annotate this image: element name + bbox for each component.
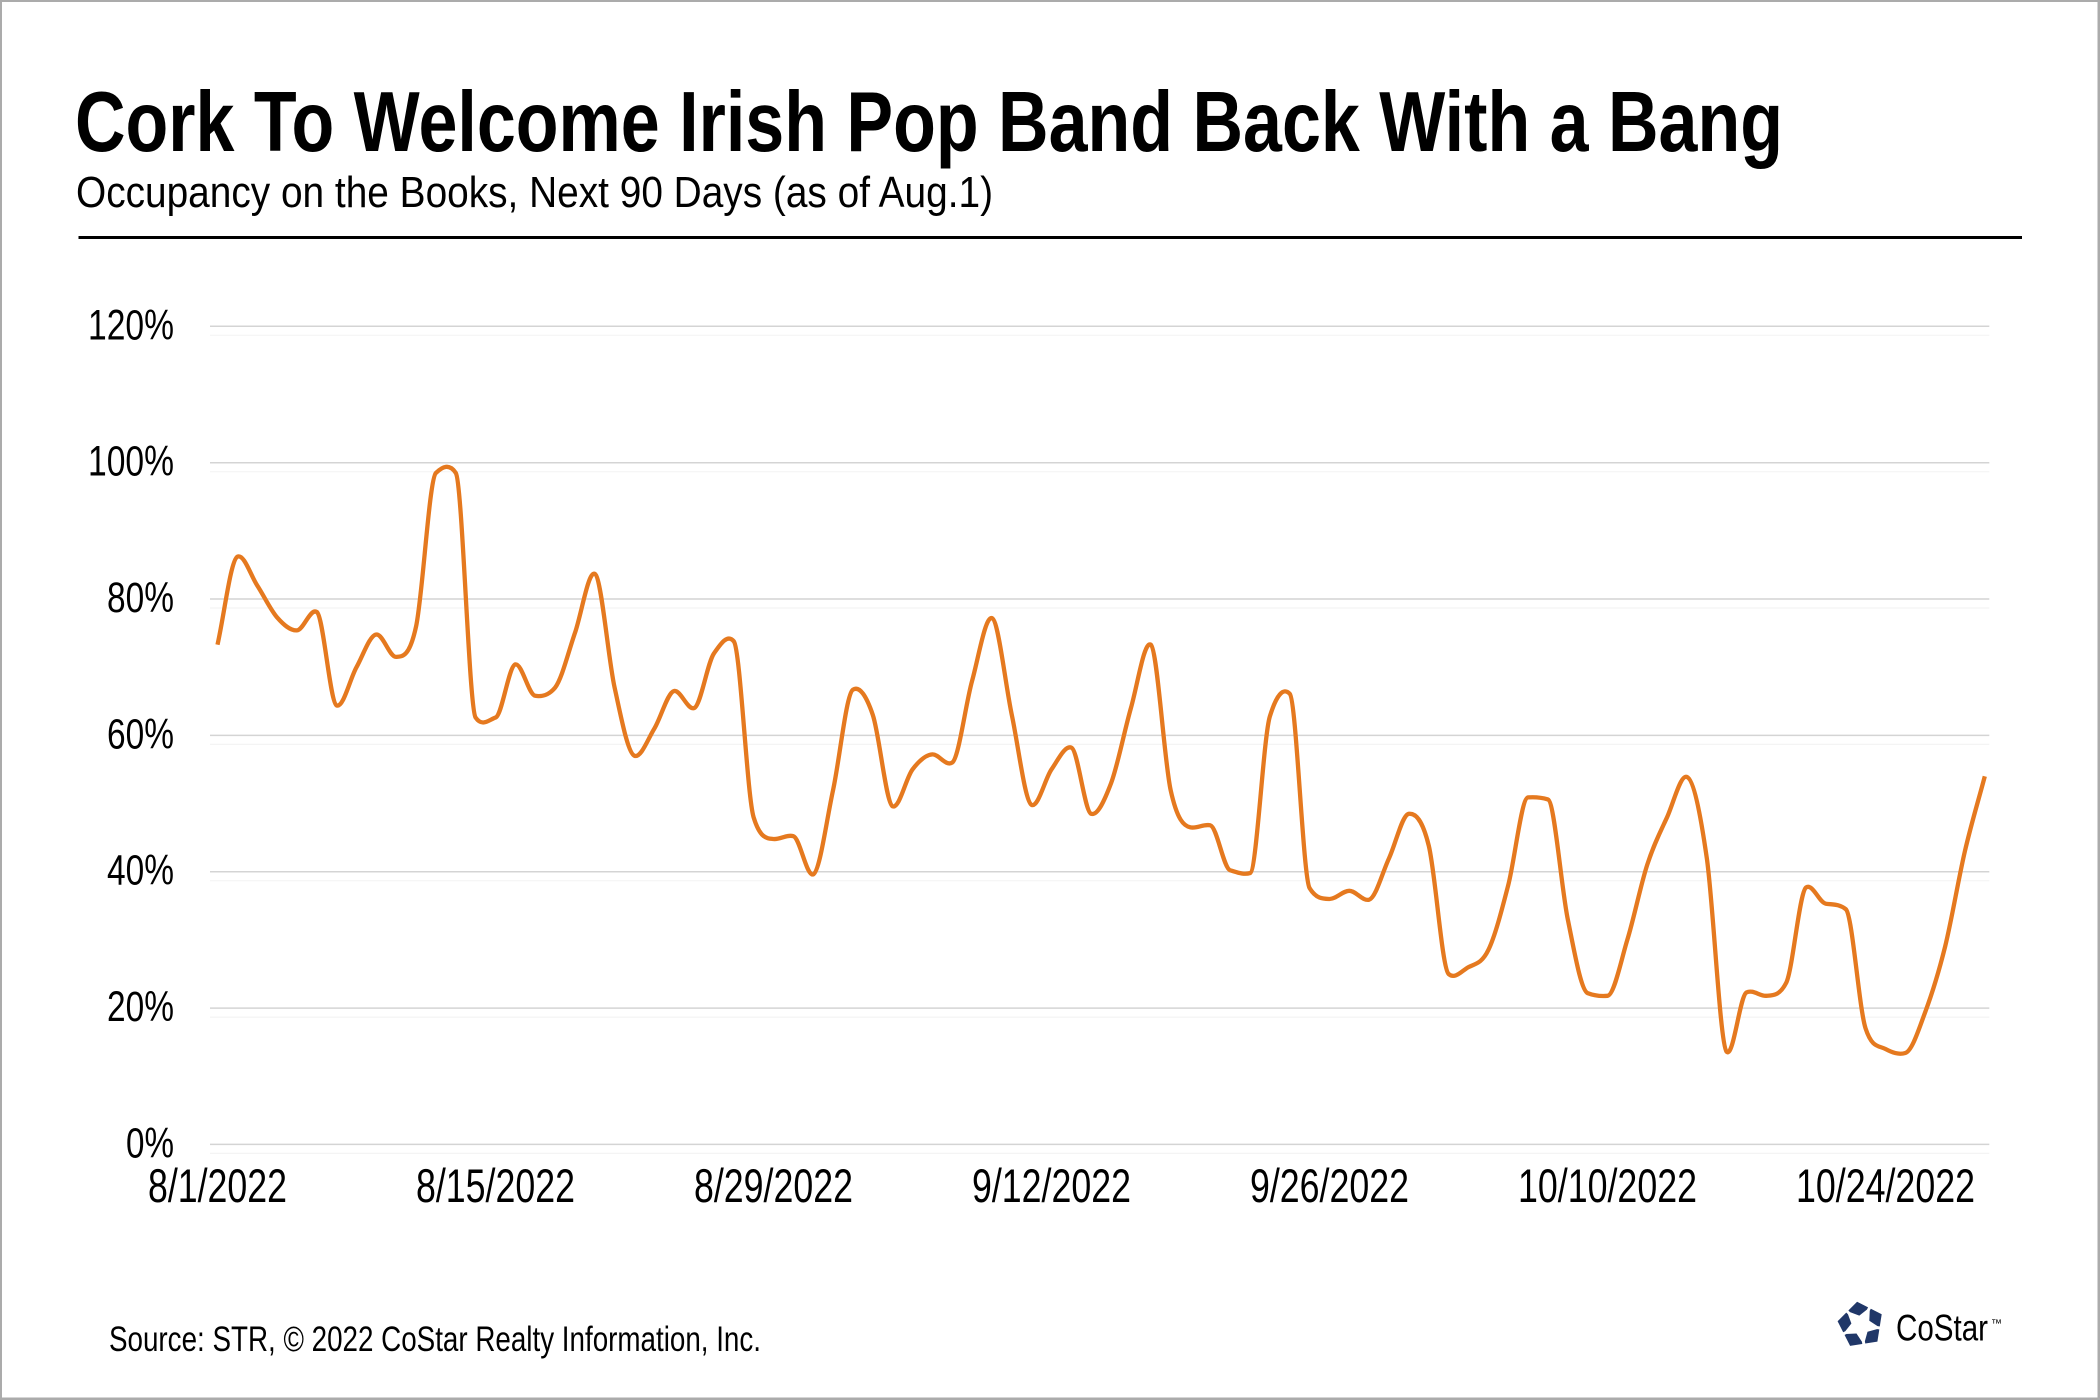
svg-text:Occupancy on the Books, Next 9: Occupancy on the Books, Next 90 Days (as… — [76, 168, 993, 217]
svg-text:80%: 80% — [107, 574, 174, 622]
svg-text:20%: 20% — [107, 983, 174, 1031]
svg-text:10/10/2022: 10/10/2022 — [1518, 1159, 1697, 1212]
svg-text:100%: 100% — [88, 438, 174, 486]
svg-text:60%: 60% — [107, 710, 174, 758]
svg-text:8/1/2022: 8/1/2022 — [148, 1159, 287, 1212]
svg-text:8/15/2022: 8/15/2022 — [416, 1159, 575, 1212]
svg-text:8/29/2022: 8/29/2022 — [694, 1159, 853, 1212]
svg-text:™: ™ — [1991, 1318, 2002, 1330]
svg-text:Cork To Welcome Irish Pop Band: Cork To Welcome Irish Pop Band Back With… — [75, 75, 1783, 170]
svg-text:0%: 0% — [126, 1119, 174, 1167]
svg-text:120%: 120% — [88, 301, 174, 349]
svg-text:9/12/2022: 9/12/2022 — [972, 1159, 1131, 1212]
svg-text:10/24/2022: 10/24/2022 — [1796, 1159, 1975, 1212]
svg-text:40%: 40% — [107, 847, 174, 895]
svg-text:CoStar: CoStar — [1896, 1308, 1988, 1349]
svg-text:Source: STR, © 2022 CoStar Re: Source: STR, © 2022 CoStar Realty Inform… — [109, 1320, 761, 1359]
svg-text:9/26/2022: 9/26/2022 — [1250, 1159, 1409, 1212]
